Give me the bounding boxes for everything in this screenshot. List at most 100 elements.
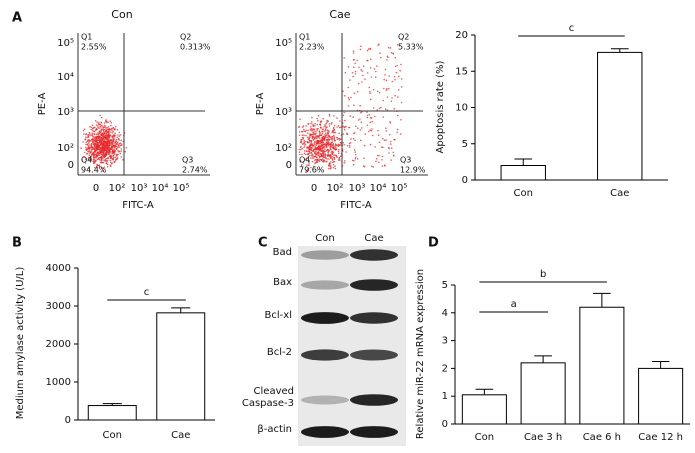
event-dot bbox=[95, 135, 98, 138]
event-dot bbox=[312, 131, 314, 133]
event-dot bbox=[307, 153, 310, 156]
event-dot bbox=[330, 161, 332, 163]
event-dot bbox=[310, 152, 313, 154]
event-dot bbox=[94, 145, 96, 147]
event-dot bbox=[316, 135, 319, 137]
event-dot bbox=[94, 156, 97, 158]
event-dot bbox=[354, 73, 357, 75]
event-dot bbox=[92, 137, 94, 139]
event-dot bbox=[354, 158, 357, 160]
event-dot bbox=[299, 148, 302, 151]
blot-band bbox=[301, 250, 349, 260]
event-dot bbox=[378, 154, 380, 157]
y-tick-label: 3000 bbox=[46, 301, 71, 312]
event-dot bbox=[303, 150, 306, 152]
event-dot bbox=[307, 169, 310, 171]
event-dot bbox=[111, 129, 113, 131]
event-dot bbox=[314, 122, 317, 125]
event-dot bbox=[308, 141, 310, 144]
x-tick-label: Cae bbox=[171, 430, 190, 441]
event-dot bbox=[108, 142, 111, 144]
event-dot bbox=[82, 129, 85, 132]
x-tick-label: Con bbox=[475, 432, 494, 443]
event-dot bbox=[353, 159, 355, 162]
event-dot bbox=[311, 153, 313, 156]
event-dot bbox=[331, 131, 333, 134]
event-dot bbox=[396, 114, 399, 117]
event-dot bbox=[103, 156, 106, 158]
event-dot bbox=[106, 163, 109, 166]
event-dot bbox=[382, 116, 385, 118]
event-dot bbox=[311, 143, 313, 145]
event-dot bbox=[116, 157, 118, 159]
event-dot bbox=[326, 143, 329, 146]
event-dot bbox=[366, 49, 369, 52]
event-dot bbox=[98, 121, 100, 124]
event-dot bbox=[93, 143, 95, 145]
event-dot bbox=[105, 138, 107, 140]
event-dot bbox=[371, 121, 374, 123]
bar bbox=[520, 362, 566, 425]
y-tick-label: 1 bbox=[442, 391, 448, 402]
panel-label: D bbox=[428, 236, 439, 251]
event-dot bbox=[317, 141, 320, 144]
event-dot bbox=[108, 145, 111, 147]
event-dot bbox=[326, 148, 329, 151]
quadrant-percent: 2.55% bbox=[81, 43, 107, 52]
event-dot bbox=[400, 101, 403, 104]
event-dot bbox=[342, 141, 345, 144]
event-dot bbox=[306, 164, 308, 166]
quadrant-percent: 12.9% bbox=[400, 166, 426, 175]
event-dot bbox=[110, 156, 112, 159]
event-dot bbox=[392, 52, 395, 55]
event-dot bbox=[369, 143, 372, 146]
y-tick-label: 10³ bbox=[275, 107, 292, 118]
event-dot bbox=[301, 164, 303, 166]
event-dot bbox=[303, 145, 306, 147]
event-dot bbox=[307, 129, 309, 132]
event-dot bbox=[326, 142, 328, 144]
event-dot bbox=[113, 151, 116, 153]
event-dot bbox=[302, 138, 305, 140]
event-dot bbox=[298, 153, 301, 156]
event-dot bbox=[324, 125, 327, 127]
event-dot bbox=[114, 141, 116, 144]
event-dot bbox=[101, 167, 104, 170]
event-dot bbox=[311, 147, 313, 150]
event-dot bbox=[332, 151, 334, 154]
event-dot bbox=[361, 81, 363, 83]
event-dot bbox=[329, 147, 331, 149]
event-dot bbox=[97, 123, 100, 125]
event-dot bbox=[374, 146, 377, 148]
event-dot bbox=[390, 159, 393, 161]
event-dot bbox=[328, 167, 330, 170]
event-dot bbox=[313, 149, 315, 151]
event-dot bbox=[104, 134, 106, 137]
event-dot bbox=[82, 141, 84, 143]
event-dot bbox=[319, 137, 321, 139]
event-dot bbox=[106, 140, 108, 142]
event-dot bbox=[326, 139, 328, 142]
event-dot bbox=[386, 55, 389, 58]
y-axis-label: PE-A bbox=[37, 93, 48, 116]
event-dot bbox=[106, 159, 109, 162]
significance-label: c bbox=[144, 287, 150, 298]
event-dot bbox=[303, 128, 305, 131]
quadrant-name: Q2 bbox=[398, 33, 409, 42]
event-dot bbox=[93, 136, 96, 138]
event-dot bbox=[324, 134, 326, 136]
event-dot bbox=[325, 122, 327, 125]
event-dot bbox=[91, 138, 94, 141]
event-dot bbox=[331, 139, 333, 141]
event-dot bbox=[328, 149, 331, 152]
event-dot bbox=[354, 153, 357, 156]
event-dot bbox=[109, 131, 111, 133]
event-dot bbox=[312, 139, 315, 141]
event-dot bbox=[363, 144, 366, 147]
event-dot bbox=[370, 58, 372, 60]
event-dot bbox=[300, 140, 303, 143]
event-dot bbox=[400, 86, 403, 88]
event-dot bbox=[116, 128, 119, 131]
event-dot bbox=[91, 146, 94, 149]
event-dot bbox=[106, 137, 108, 140]
